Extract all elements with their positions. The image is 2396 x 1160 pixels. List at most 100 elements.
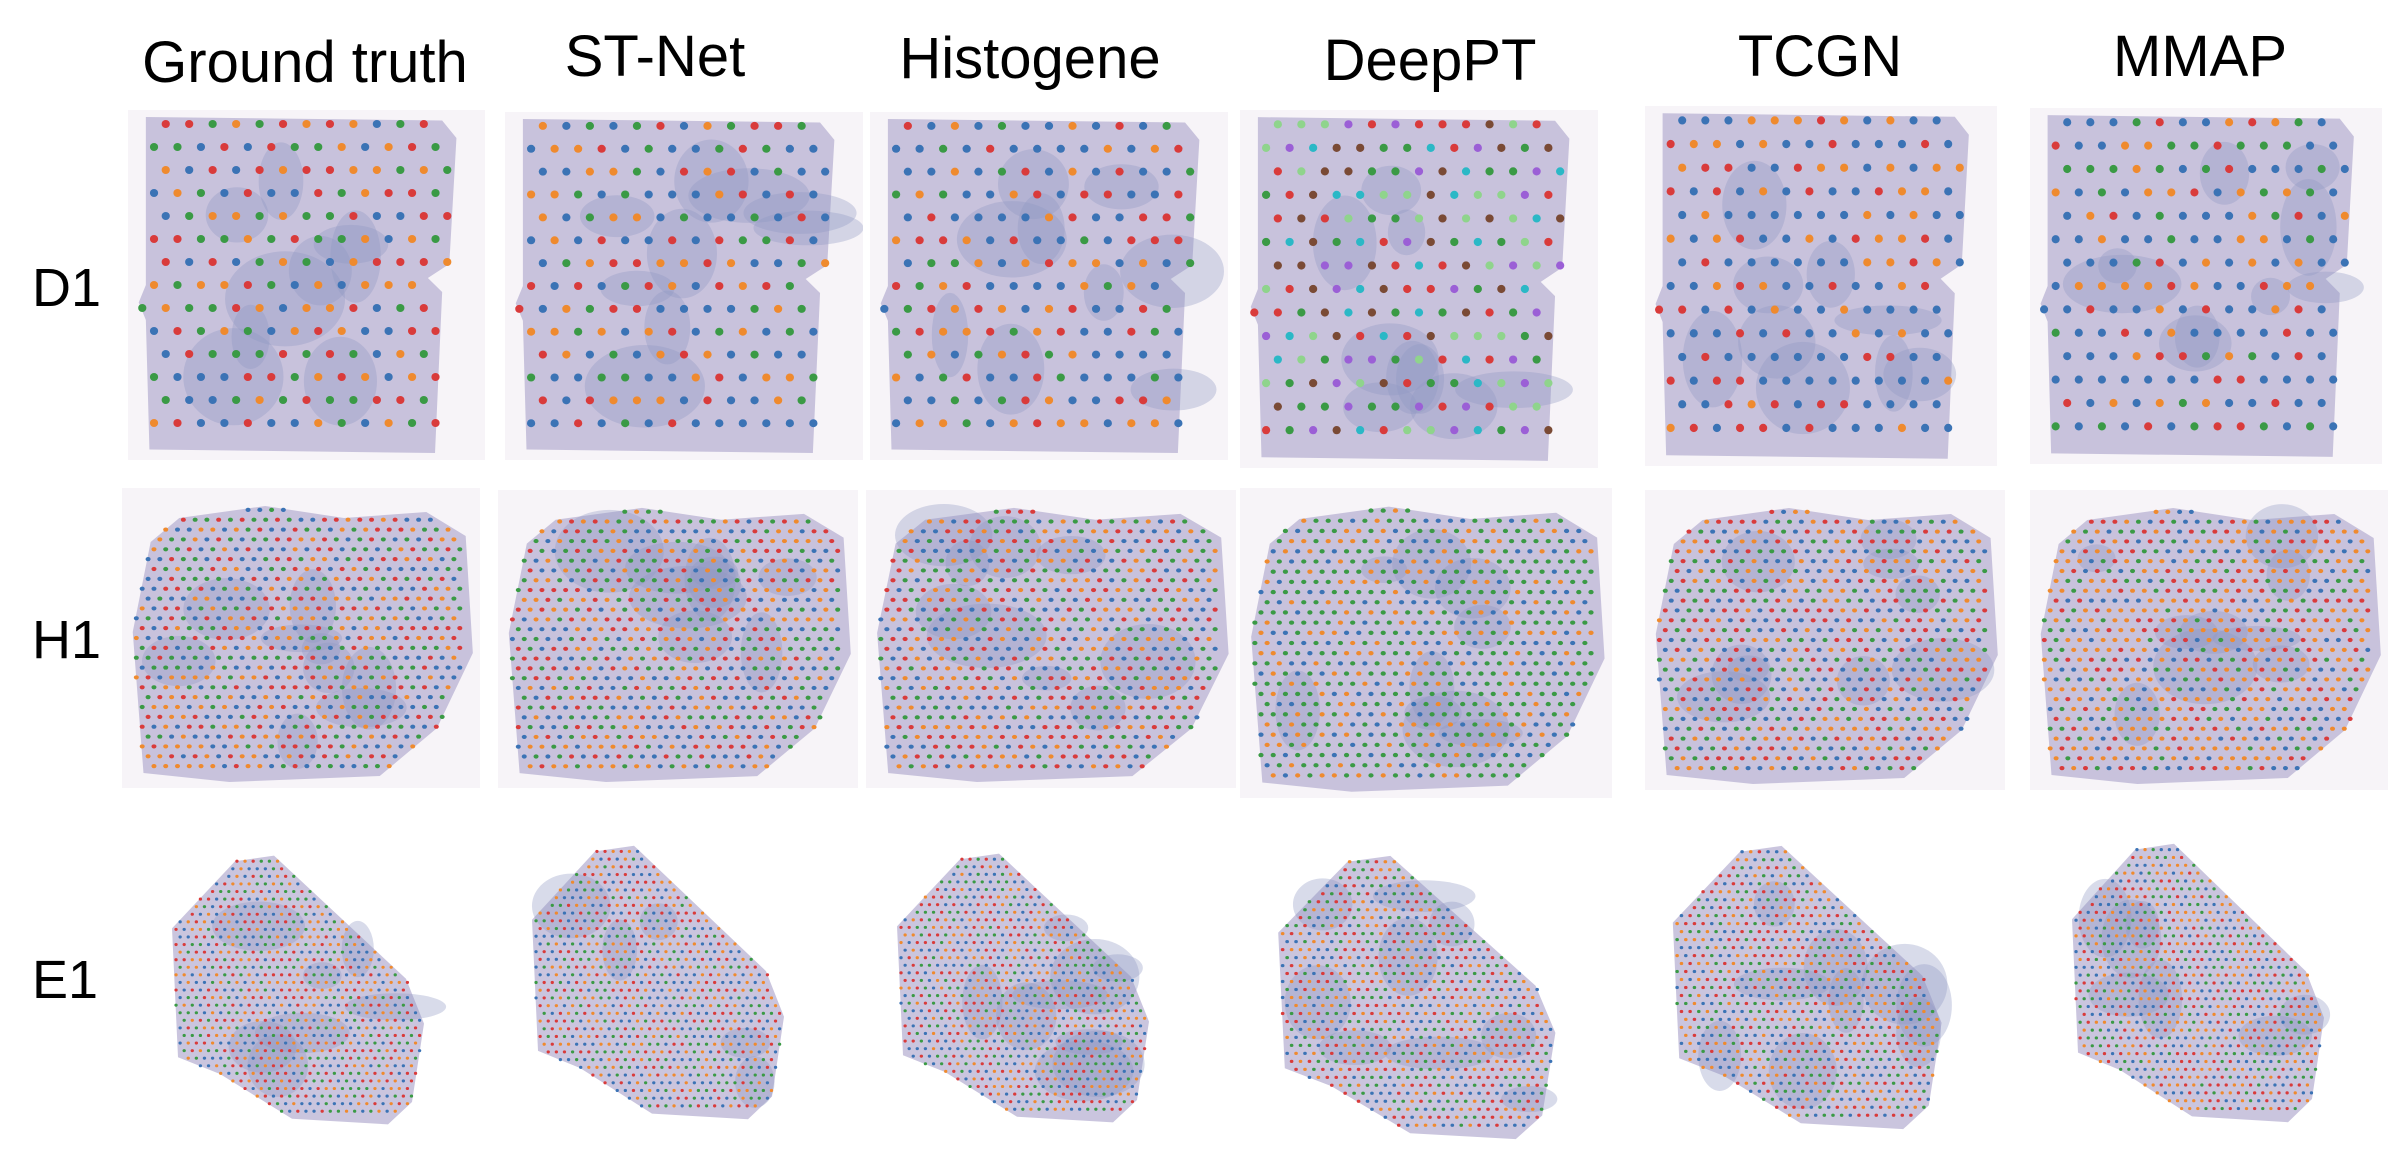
- spot: [950, 304, 959, 313]
- spot: [628, 617, 634, 622]
- spot: [286, 695, 292, 700]
- spot: [1893, 657, 1899, 662]
- spot: [1810, 637, 1816, 643]
- spot: [2051, 281, 2060, 291]
- spot: [634, 509, 640, 514]
- spot: [1163, 627, 1170, 632]
- spot: [1139, 350, 1148, 359]
- spot: [1982, 588, 1988, 593]
- spot: [410, 547, 416, 552]
- spot: [278, 303, 288, 313]
- spot: [1863, 667, 1869, 672]
- spot: [1386, 742, 1392, 748]
- spot: [1840, 647, 1846, 652]
- spot: [298, 675, 304, 680]
- spot: [2306, 628, 2312, 633]
- spot: [1840, 706, 1846, 712]
- spot: [969, 744, 975, 749]
- spot: [1874, 376, 1883, 385]
- spot: [1782, 281, 1791, 291]
- spot: [302, 303, 311, 313]
- spot: [1958, 568, 1964, 574]
- spot: [1054, 646, 1060, 651]
- spot: [1414, 214, 1424, 223]
- spot: [2206, 578, 2212, 583]
- spot: [1320, 355, 1329, 364]
- spot: [280, 586, 286, 591]
- spot: [204, 616, 210, 621]
- spot: [663, 519, 669, 524]
- spot: [392, 655, 398, 660]
- spot: [1668, 618, 1674, 623]
- spot: [1686, 746, 1692, 751]
- spot: [232, 303, 241, 313]
- spot: [2324, 618, 2330, 623]
- spot: [705, 725, 711, 730]
- spot: [2236, 235, 2245, 244]
- spot: [1176, 666, 1182, 671]
- spot: [1273, 355, 1282, 364]
- spot: [969, 529, 975, 534]
- spot: [797, 304, 806, 313]
- spot: [1716, 618, 1722, 623]
- spot: [1484, 579, 1490, 585]
- spot: [1846, 559, 1852, 564]
- spot: [1810, 716, 1816, 721]
- spot: [1955, 163, 1964, 172]
- spot: [2106, 667, 2112, 672]
- spot: [639, 656, 646, 661]
- spot: [1356, 379, 1365, 388]
- spot: [829, 656, 835, 661]
- spot: [793, 578, 799, 583]
- spot: [1066, 548, 1072, 553]
- spot: [932, 744, 939, 749]
- spot: [298, 596, 304, 601]
- spot: [1846, 578, 1852, 583]
- spot: [681, 725, 687, 730]
- spot: [2282, 549, 2288, 554]
- spot: [1163, 607, 1170, 612]
- spot: [1822, 578, 1828, 583]
- spot: [1563, 732, 1570, 737]
- spot: [884, 607, 890, 612]
- spot: [1295, 752, 1301, 758]
- spot: [192, 695, 198, 700]
- spot: [969, 627, 975, 632]
- spot: [163, 685, 169, 690]
- spot: [1727, 716, 1733, 721]
- spot: [809, 327, 818, 336]
- spot: [251, 695, 257, 700]
- spot: [1701, 210, 1710, 220]
- spot: [227, 695, 233, 700]
- spot: [369, 517, 375, 522]
- spot: [829, 538, 835, 544]
- spot: [586, 685, 592, 691]
- spot: [1139, 568, 1145, 573]
- spot: [1934, 608, 1940, 613]
- spot: [192, 655, 198, 660]
- spot: [1680, 559, 1686, 564]
- spot: [255, 349, 264, 359]
- spot: [890, 636, 896, 642]
- spot: [2100, 657, 2106, 662]
- spot: [2053, 598, 2059, 603]
- spot: [785, 190, 794, 199]
- spot: [1527, 610, 1533, 615]
- spot: [740, 587, 746, 593]
- spot: [1721, 628, 1727, 633]
- spot: [1934, 746, 1940, 751]
- spot: [157, 576, 163, 581]
- spot: [1923, 726, 1929, 731]
- spot: [639, 695, 646, 700]
- spot: [1350, 661, 1356, 666]
- spot: [1739, 736, 1745, 741]
- spot: [2194, 519, 2200, 524]
- spot: [233, 606, 239, 611]
- spot: [1934, 667, 1940, 672]
- spot: [316, 527, 322, 532]
- spot: [562, 213, 571, 222]
- spot: [1828, 529, 1834, 534]
- spot: [746, 597, 752, 602]
- spot: [304, 626, 310, 631]
- spot: [1792, 766, 1798, 771]
